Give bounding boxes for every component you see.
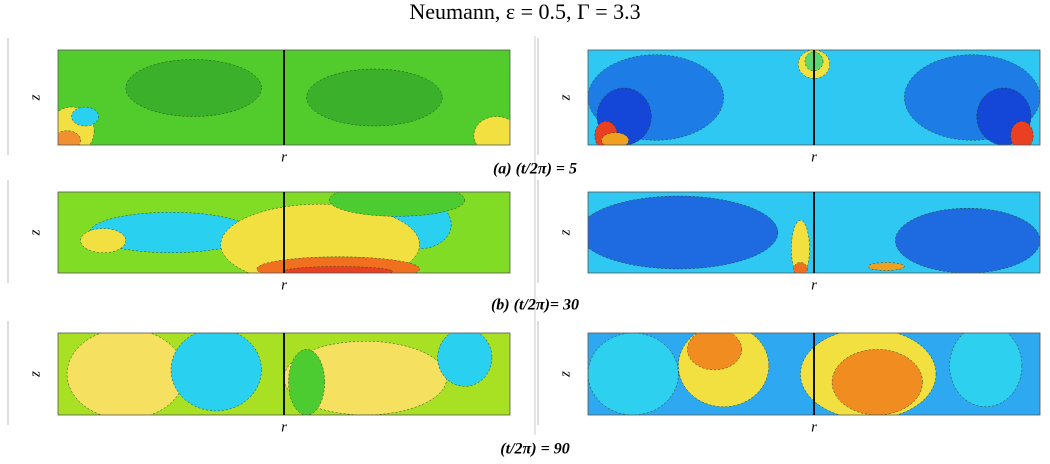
contour-region	[601, 132, 629, 145]
contour-region	[895, 207, 1040, 273]
contour-region	[949, 333, 1023, 408]
contour-region	[791, 220, 810, 273]
contour-region	[288, 349, 325, 415]
x-axis-label: r	[811, 277, 817, 293]
contour-region	[867, 262, 905, 271]
x-axis-label: r	[281, 277, 287, 293]
x-axis-label: r	[281, 419, 287, 435]
contour-region	[71, 106, 99, 127]
figure-title: Neumann, ε = 0.5, Γ = 3.3	[409, 0, 640, 24]
y-axis-label: z	[557, 94, 573, 101]
contour-region	[283, 266, 393, 273]
y-axis-label: z	[557, 229, 573, 236]
contour-region	[437, 333, 493, 387]
contour-region	[1010, 121, 1034, 145]
contour-region	[125, 59, 262, 117]
x-axis-label: r	[281, 149, 287, 165]
contour-region	[66, 333, 185, 415]
contour-region	[306, 68, 443, 127]
contour-region	[831, 349, 923, 415]
y-axis-label: z	[27, 229, 43, 236]
contour-region	[220, 203, 420, 273]
contour-region	[58, 130, 81, 145]
contour-region	[687, 333, 742, 371]
y-axis-label: z	[557, 371, 573, 378]
contour-region	[588, 333, 679, 415]
panel-caption: (t/2π) = 90	[500, 441, 569, 458]
contour-region	[473, 116, 510, 145]
contour-region	[170, 333, 262, 412]
contour-region	[328, 192, 466, 217]
contour-region	[793, 262, 808, 273]
y-axis-label: z	[27, 371, 43, 378]
x-axis-label: r	[811, 149, 817, 165]
contour-region	[80, 228, 127, 254]
y-axis-label: z	[27, 94, 43, 101]
contour-plot	[588, 192, 1040, 273]
x-axis-label: r	[811, 419, 817, 435]
panel-caption: (b) (t/2π)= 30	[491, 297, 579, 314]
panel-caption: (a) (t/2π) = 5	[493, 161, 577, 178]
contour-region	[588, 195, 779, 270]
